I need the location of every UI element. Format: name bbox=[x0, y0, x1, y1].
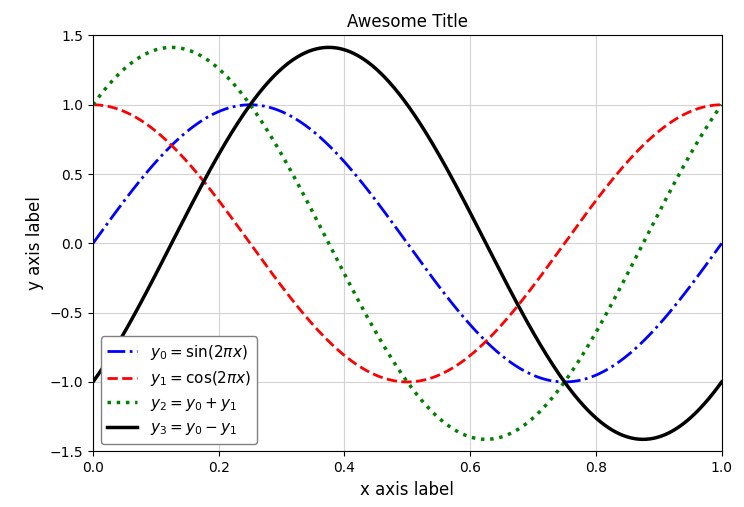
$y_1 = \cos(2\pi x)$ bbox=[717, 102, 726, 108]
$y_3 = y_0 - y_1$ bbox=[717, 379, 726, 385]
$y_2 = y_0 + y_1$ bbox=[392, 364, 401, 370]
$y_3 = y_0 - y_1$ bbox=[705, 395, 713, 401]
$y_3 = y_0 - y_1$ bbox=[388, 83, 397, 89]
$y_1 = \cos(2\pi x)$ bbox=[605, 180, 614, 186]
$y_1 = \cos(2\pi x)$ bbox=[464, 354, 473, 360]
$y_0 = \sin(2\pi x)$ bbox=[606, 365, 615, 371]
$y_0 = \sin(2\pi x)$ bbox=[392, 226, 401, 232]
$y_0 = \sin(2\pi x)$ bbox=[246, 102, 255, 108]
$y_1 = \cos(2\pi x)$ bbox=[403, 379, 411, 385]
Line: $y_0 = \sin(2\pi x)$: $y_0 = \sin(2\pi x)$ bbox=[93, 105, 722, 382]
$y_0 = \sin(2\pi x)$ bbox=[717, 240, 726, 246]
Line: $y_3 = y_0 - y_1$: $y_3 = y_0 - y_1$ bbox=[93, 47, 722, 440]
$y_2 = y_0 + y_1$ bbox=[167, 44, 176, 50]
$y_3 = y_0 - y_1$ bbox=[464, 206, 473, 212]
$y_3 = y_0 - y_1$ bbox=[430, 144, 439, 150]
$y_1 = \cos(2\pi x)$ bbox=[430, 374, 439, 380]
$y_0 = \sin(2\pi x)$ bbox=[559, 379, 568, 385]
$y_2 = y_0 + y_1$ bbox=[717, 102, 726, 108]
Line: $y_1 = \cos(2\pi x)$: $y_1 = \cos(2\pi x)$ bbox=[93, 105, 722, 382]
$y_2 = y_0 + y_1$ bbox=[464, 433, 473, 440]
X-axis label: x axis label: x axis label bbox=[360, 481, 455, 498]
$y_3 = y_0 - y_1$ bbox=[324, 44, 333, 50]
$y_0 = \sin(2\pi x)$ bbox=[89, 240, 97, 246]
$y_2 = y_0 + y_1$ bbox=[388, 357, 397, 364]
$y_3 = y_0 - y_1$ bbox=[89, 379, 97, 385]
$y_3 = y_0 - y_1$ bbox=[605, 425, 614, 431]
Line: $y_2 = y_0 + y_1$: $y_2 = y_0 + y_1$ bbox=[93, 47, 722, 440]
$y_2 = y_0 + y_1$ bbox=[430, 411, 439, 417]
$y_2 = y_0 + y_1$ bbox=[606, 303, 615, 309]
$y_1 = \cos(2\pi x)$ bbox=[703, 103, 712, 109]
$y_1 = \cos(2\pi x)$ bbox=[387, 377, 396, 383]
$y_1 = \cos(2\pi x)$ bbox=[391, 378, 400, 384]
$y_2 = y_0 + y_1$ bbox=[705, 120, 713, 126]
$y_0 = \sin(2\pi x)$ bbox=[430, 277, 439, 283]
$y_0 = \sin(2\pi x)$ bbox=[464, 320, 473, 326]
$y_3 = y_0 - y_1$ bbox=[639, 437, 648, 443]
$y_0 = \sin(2\pi x)$ bbox=[388, 221, 397, 227]
Y-axis label: y axis label: y axis label bbox=[26, 196, 44, 291]
$y_2 = y_0 + y_1$ bbox=[89, 102, 97, 108]
Title: Awesome Title: Awesome Title bbox=[347, 13, 468, 31]
$y_1 = \cos(2\pi x)$ bbox=[89, 102, 97, 108]
$y_3 = y_0 - y_1$ bbox=[392, 88, 401, 94]
$y_2 = y_0 + y_1$ bbox=[481, 437, 490, 443]
Legend: $y_0 = \sin(2\pi x)$, $y_1 = \cos(2\pi x)$, $y_2 = y_0 + y_1$, $y_3 = y_0 - y_1$: $y_0 = \sin(2\pi x)$, $y_1 = \cos(2\pi x… bbox=[100, 337, 257, 444]
$y_0 = \sin(2\pi x)$ bbox=[705, 258, 713, 264]
